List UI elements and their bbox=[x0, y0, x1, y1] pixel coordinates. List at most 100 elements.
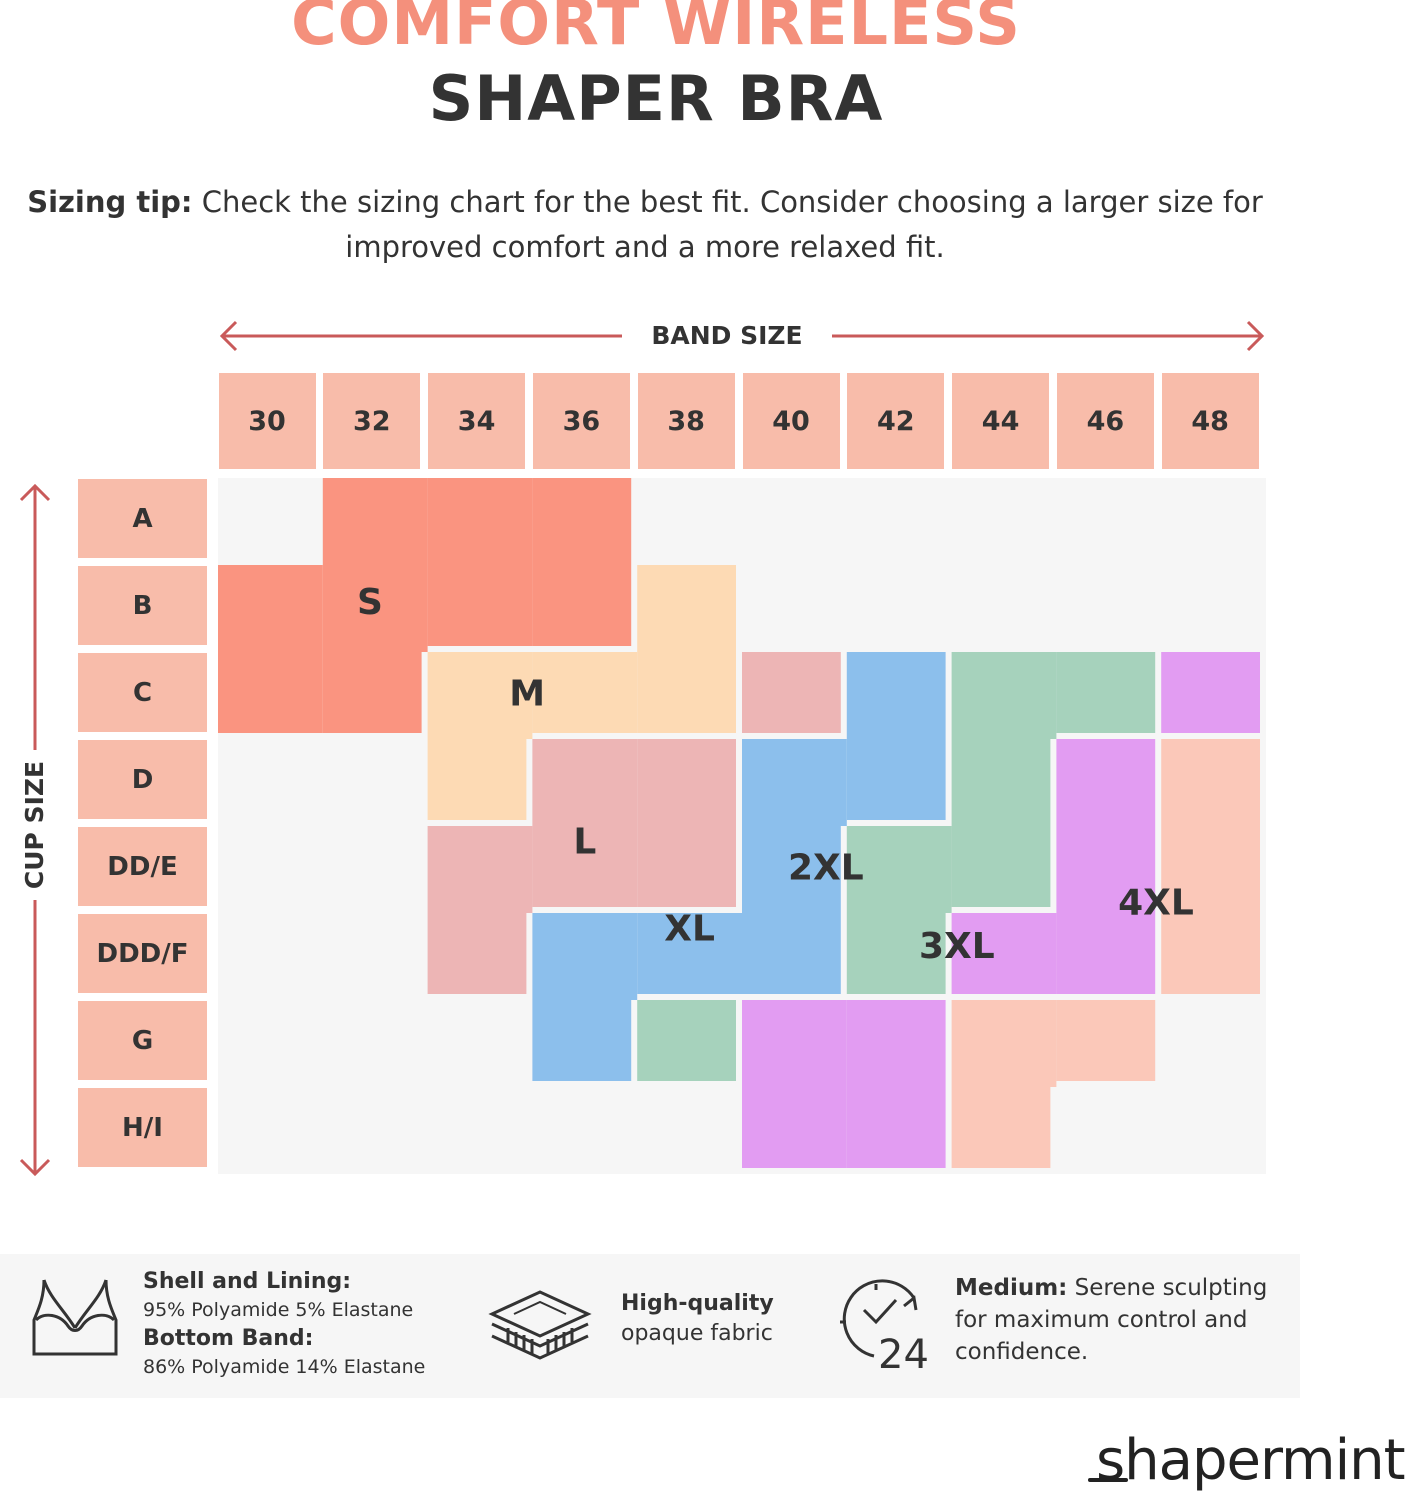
size-cell-2xl bbox=[951, 652, 1057, 739]
size-cell-s bbox=[532, 478, 632, 565]
size-cell-l bbox=[532, 739, 638, 826]
size-label-s: S bbox=[357, 582, 383, 623]
size-cell-s bbox=[532, 565, 632, 646]
band-size-40: 40 bbox=[742, 373, 840, 469]
cup-size-d: D bbox=[78, 740, 207, 819]
size-cell-4xl bbox=[1161, 739, 1260, 826]
cup-size-a: A bbox=[78, 479, 207, 558]
size-region-2xl: 2XL bbox=[637, 652, 1156, 1081]
clock-24-icon: 24 bbox=[840, 1279, 929, 1372]
size-cell-3xl bbox=[742, 1087, 847, 1168]
size-cell-3xl bbox=[846, 1087, 946, 1168]
band-size-48: 48 bbox=[1161, 373, 1259, 469]
size-cell-3xl bbox=[1161, 652, 1260, 733]
band-size-36: 36 bbox=[532, 373, 630, 469]
bra-icon bbox=[32, 1279, 118, 1356]
size-cell-s bbox=[322, 565, 428, 652]
size-cell-3xl bbox=[846, 1000, 946, 1087]
cup-size-b: B bbox=[78, 566, 207, 645]
size-cell-3xl bbox=[951, 913, 1057, 994]
size-cell-xl bbox=[742, 739, 847, 826]
size-label-2xl: 2XL bbox=[788, 848, 864, 889]
logo-swoosh bbox=[1088, 1478, 1128, 1482]
cup-size-c: C bbox=[78, 653, 207, 732]
brand-logo: shapermint bbox=[1096, 1428, 1406, 1493]
medium-label: Medium: bbox=[955, 1275, 1068, 1301]
size-cell-xl bbox=[846, 739, 946, 820]
cup-size-dd-e: DD/E bbox=[78, 827, 207, 906]
band-size-38: 38 bbox=[637, 373, 735, 469]
size-cell-s bbox=[427, 478, 533, 565]
size-cell-l bbox=[532, 826, 638, 907]
size-cell-4xl bbox=[1161, 913, 1260, 994]
medium-line-1: Serene sculpting bbox=[1067, 1275, 1268, 1301]
band-size-44: 44 bbox=[952, 373, 1050, 469]
size-chart: S M L XL 2XL 3XL 4XL bbox=[218, 478, 1260, 1168]
size-cell-s bbox=[218, 652, 323, 733]
size-cell-3xl bbox=[742, 1000, 847, 1087]
sizing-tip: Sizing tip: Check the sizing chart for t… bbox=[20, 180, 1270, 270]
sizing-tip-text: Check the sizing chart for the best fit.… bbox=[192, 185, 1263, 264]
size-cell-s bbox=[218, 565, 323, 652]
size-cell-2xl bbox=[951, 739, 1051, 826]
cup-size-g: G bbox=[78, 1001, 207, 1080]
size-cell-xl bbox=[742, 913, 841, 994]
material-info: Shell and Lining: 95% Polyamide 5% Elast… bbox=[143, 1268, 473, 1382]
band-size-46: 46 bbox=[1056, 373, 1154, 469]
size-region-m: M bbox=[427, 565, 736, 820]
size-cell-l bbox=[427, 826, 533, 913]
size-cell-l bbox=[637, 826, 736, 907]
band-size-42: 42 bbox=[847, 373, 945, 469]
band-size-label: BAND SIZE bbox=[651, 321, 803, 350]
size-cell-xl bbox=[532, 1000, 632, 1081]
size-cell-4xl bbox=[1056, 1000, 1156, 1081]
band-heading: Bottom Band: bbox=[143, 1326, 314, 1351]
size-cell-m bbox=[427, 652, 533, 739]
size-label-xl: XL bbox=[664, 908, 715, 949]
sizing-tip-label: Sizing tip: bbox=[27, 185, 193, 219]
size-cell-4xl bbox=[951, 1087, 1051, 1168]
size-cell-m bbox=[637, 652, 736, 733]
size-cell-xl bbox=[532, 913, 638, 1000]
features-bar bbox=[0, 1254, 1300, 1398]
fabric-value: opaque fabric bbox=[621, 1321, 773, 1346]
size-cell-l bbox=[427, 913, 527, 994]
fabric-heading: High-quality bbox=[621, 1291, 774, 1316]
size-cell-2xl bbox=[846, 826, 952, 913]
size-cell-s bbox=[322, 652, 422, 733]
size-cell-s bbox=[427, 565, 533, 646]
size-cell-4xl bbox=[1161, 826, 1260, 913]
shell-heading: Shell and Lining: bbox=[143, 1269, 352, 1294]
size-cell-xl bbox=[846, 652, 946, 739]
band-size-30: 30 bbox=[218, 373, 316, 469]
size-cell-m bbox=[637, 565, 736, 652]
medium-line-3: confidence. bbox=[955, 1339, 1089, 1365]
size-cell-l bbox=[742, 652, 841, 733]
size-label-m: M bbox=[509, 674, 545, 715]
size-region-l: L bbox=[427, 652, 841, 994]
size-cell-m bbox=[532, 652, 638, 733]
band-size-arrow bbox=[219, 320, 1265, 352]
size-cell-m bbox=[427, 739, 527, 820]
size-cell-3xl bbox=[1056, 913, 1156, 994]
size-cell-3xl bbox=[1056, 826, 1156, 913]
size-cell-2xl bbox=[1056, 652, 1156, 733]
cup-size-ddd-f: DDD/F bbox=[78, 914, 207, 993]
size-label-3xl: 3XL bbox=[919, 926, 995, 967]
band-value: 86% Polyamide 14% Elastane bbox=[143, 1356, 426, 1378]
compression-info: Medium: Serene sculpting for maximum con… bbox=[955, 1272, 1285, 1368]
cup-size-h-i: H/I bbox=[78, 1088, 207, 1167]
medium-line-2: for maximum control and bbox=[955, 1307, 1248, 1333]
size-region-4xl: 4XL bbox=[951, 739, 1260, 1168]
size-region-s: S bbox=[218, 478, 632, 733]
band-size-32: 32 bbox=[323, 373, 421, 469]
size-cell-xl bbox=[742, 826, 841, 913]
fabric-info: High-quality opaque fabric bbox=[621, 1290, 821, 1350]
size-label-4xl: 4XL bbox=[1118, 882, 1194, 923]
band-size-34: 34 bbox=[428, 373, 526, 469]
title-line-1: COMFORT WIRELESS bbox=[291, 0, 1021, 59]
size-cell-l bbox=[637, 739, 736, 826]
size-region-3xl: 3XL bbox=[742, 652, 1260, 1168]
clock-number: 24 bbox=[878, 1332, 929, 1372]
size-cell-xl bbox=[637, 913, 742, 994]
